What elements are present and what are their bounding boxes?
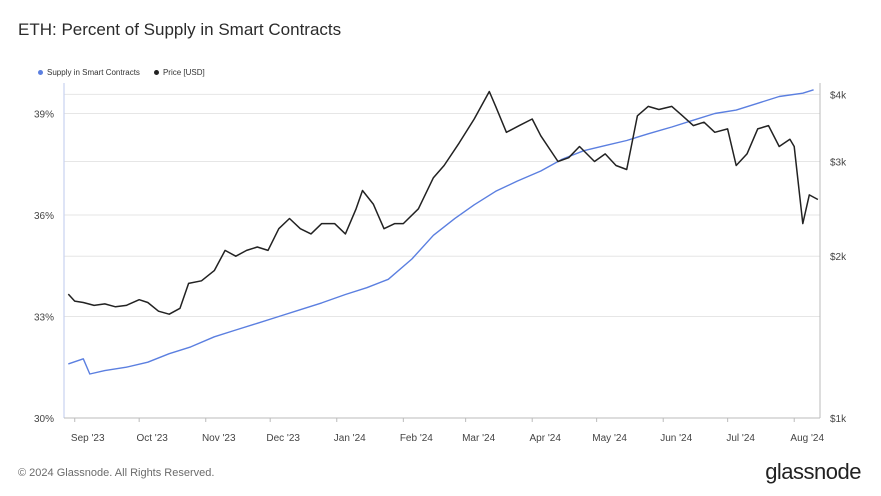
x-tick-label: Mar '24 bbox=[462, 433, 495, 444]
legend-dot-price bbox=[153, 70, 159, 75]
y-right-tick-label: $4k bbox=[830, 90, 847, 101]
y-left-tick-label: 33% bbox=[34, 312, 54, 323]
legend-label-supply: Supply in Smart Contracts bbox=[47, 68, 140, 77]
y-right-tick-label: $3k bbox=[830, 158, 847, 169]
y-left-tick-label: 30% bbox=[34, 414, 54, 425]
legend-item-supply[interactable]: Supply in Smart Contracts bbox=[38, 68, 140, 77]
x-tick-label: Feb '24 bbox=[400, 433, 433, 444]
x-tick-label: May '24 bbox=[592, 433, 627, 444]
x-tick-label: Jul '24 bbox=[726, 433, 755, 444]
y-right-tick-label: $1k bbox=[830, 414, 847, 425]
y-left-tick-label: 36% bbox=[34, 211, 54, 222]
x-tick-label: Apr '24 bbox=[530, 433, 562, 444]
x-tick-label: Jun '24 bbox=[660, 433, 692, 444]
chart-title: ETH: Percent of Supply in Smart Contract… bbox=[18, 20, 342, 39]
x-tick-label: Oct '23 bbox=[136, 433, 168, 444]
supply-series-line bbox=[68, 89, 814, 375]
x-tick-label: Sep '23 bbox=[71, 433, 105, 444]
y-left-tick-label: 39% bbox=[34, 109, 54, 120]
legend-dot-supply bbox=[38, 70, 43, 75]
legend-item-price[interactable]: Price [USD] bbox=[153, 68, 205, 77]
copyright-footer: © 2024 Glassnode. All Rights Reserved. bbox=[18, 467, 215, 479]
x-tick-label: Aug '24 bbox=[790, 433, 824, 444]
y-right-tick-label: $2k bbox=[830, 252, 847, 263]
x-tick-label: Jan '24 bbox=[334, 433, 366, 444]
glassnode-logo: glassnode bbox=[765, 459, 861, 484]
price-series-line bbox=[67, 90, 819, 315]
x-tick-label: Dec '23 bbox=[266, 433, 300, 444]
x-tick-label: Nov '23 bbox=[202, 433, 236, 444]
chart-legend: Supply in Smart Contracts Price [USD] bbox=[38, 68, 205, 77]
legend-label-price: Price [USD] bbox=[162, 68, 205, 77]
